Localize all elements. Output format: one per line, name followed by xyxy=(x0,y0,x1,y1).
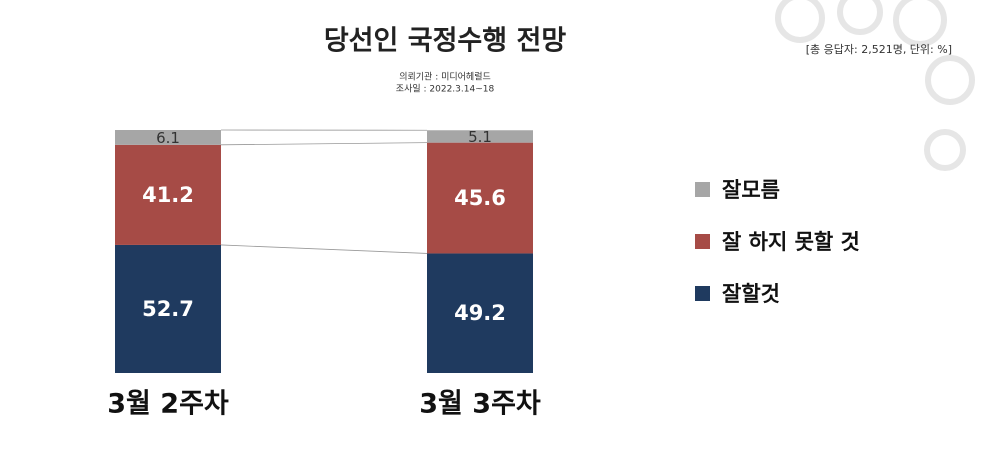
bar-segment xyxy=(115,130,221,145)
x-tick-label: 3월 3주차 xyxy=(419,389,541,420)
connector-line xyxy=(220,142,428,146)
chart-title: 당선인 국정수행 전망 xyxy=(324,26,567,57)
annotation: 조사일 : 2022.3.14~18 xyxy=(396,84,495,95)
bar-segment xyxy=(115,144,221,245)
value-label: 41.2 xyxy=(142,183,194,207)
x-tick-label: 3월 2주차 xyxy=(107,389,229,420)
legend-swatch xyxy=(695,234,710,249)
legend-swatch xyxy=(695,286,710,301)
legend-swatch xyxy=(695,182,710,197)
bar-segment xyxy=(427,253,533,373)
annotation: 의뢰기관 : 미디어헤럴드 xyxy=(399,71,491,83)
value-label: 52.7 xyxy=(142,297,194,321)
bar-segment xyxy=(115,244,221,373)
legend-label: 잘할것 xyxy=(722,282,780,306)
value-label: 5.1 xyxy=(468,128,492,146)
bar-segment xyxy=(427,130,533,143)
background-gears xyxy=(775,0,975,171)
connector-line xyxy=(220,244,428,254)
value-label: 45.6 xyxy=(454,186,506,210)
value-label: 49.2 xyxy=(454,301,506,325)
legend-label: 잘모름 xyxy=(722,178,780,202)
bar-segment xyxy=(427,142,533,254)
chart-subtitle: [총 응답자: 2,521명, 단위: %] xyxy=(806,43,952,56)
legend-label: 잘 하지 못할 것 xyxy=(722,230,860,254)
value-label: 6.1 xyxy=(156,129,180,147)
